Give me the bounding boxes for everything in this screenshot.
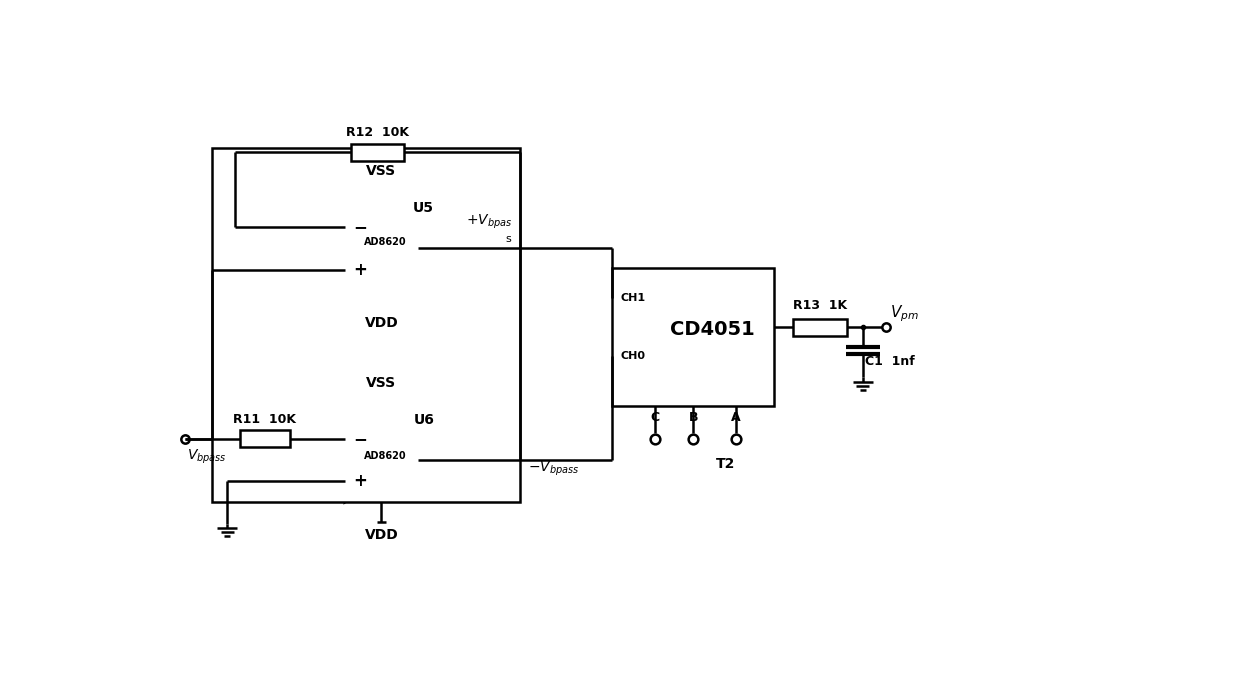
Text: C: C xyxy=(650,411,660,424)
Text: VSS: VSS xyxy=(366,376,397,390)
Text: −: − xyxy=(353,430,367,448)
Bar xyxy=(794,319,847,336)
Text: CH1: CH1 xyxy=(620,293,645,304)
Text: R12  10K: R12 10K xyxy=(346,126,409,139)
Text: B: B xyxy=(688,411,698,424)
Text: +: + xyxy=(353,261,367,279)
Text: U6: U6 xyxy=(413,413,434,427)
Text: $+V_{bpas}$: $+V_{bpas}$ xyxy=(466,213,512,230)
Bar xyxy=(613,268,774,406)
Text: $-V_{bpass}$: $-V_{bpass}$ xyxy=(528,460,579,478)
Text: −: − xyxy=(353,218,367,236)
Text: CH0: CH0 xyxy=(620,351,645,361)
Bar xyxy=(212,148,520,502)
Bar xyxy=(351,144,404,161)
Text: s: s xyxy=(506,234,511,244)
Text: A: A xyxy=(730,411,740,424)
Text: CD4051: CD4051 xyxy=(670,319,755,339)
Text: C1  1nf: C1 1nf xyxy=(866,355,915,368)
Text: U5: U5 xyxy=(413,201,434,215)
Text: VDD: VDD xyxy=(365,528,398,542)
Text: VSS: VSS xyxy=(366,164,397,178)
Bar xyxy=(239,431,290,447)
Text: VDD: VDD xyxy=(365,316,398,330)
Text: +: + xyxy=(353,472,367,491)
Text: T2: T2 xyxy=(717,457,735,471)
Text: R11  10K: R11 10K xyxy=(233,413,296,426)
Text: $V_{bpass}$: $V_{bpass}$ xyxy=(186,448,226,466)
Text: AD8620: AD8620 xyxy=(363,451,407,461)
Text: $V_{pm}$: $V_{pm}$ xyxy=(889,303,919,324)
Text: AD8620: AD8620 xyxy=(363,237,407,247)
Text: R13  1K: R13 1K xyxy=(794,299,847,312)
